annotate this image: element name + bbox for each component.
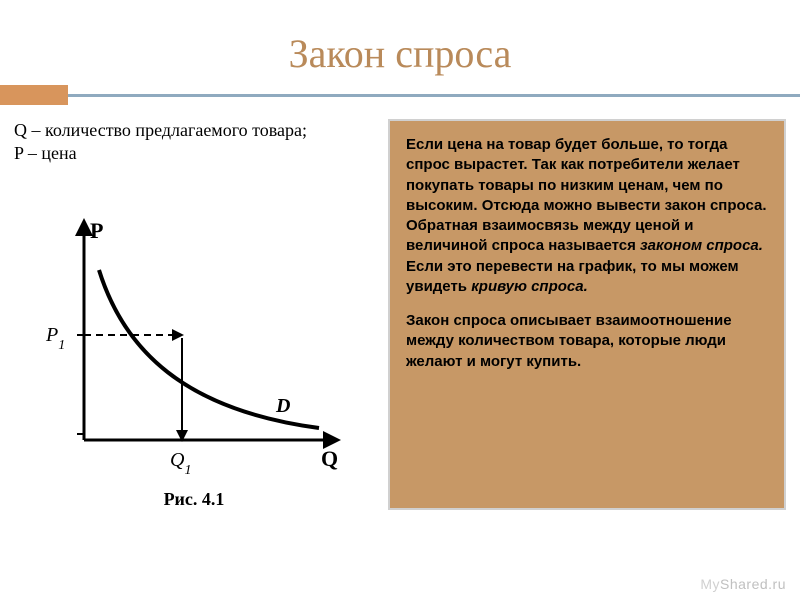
watermark-part2: Shared.ru — [720, 576, 786, 592]
para1-italic-1: законом спроса. — [640, 237, 763, 254]
title-area: Закон спроса — [0, 0, 800, 85]
explanation-para-1: Если цена на товар будет больше, то тогд… — [406, 135, 768, 297]
svg-text:P1: P1 — [45, 324, 65, 353]
svg-text:Q1: Q1 — [170, 449, 191, 478]
svg-text:P: P — [90, 218, 103, 243]
left-column: Q – количество предлагаемого товара; P –… — [14, 119, 374, 510]
divider-line — [68, 94, 800, 97]
definition-q: Q – количество предлагаемого товара; — [14, 119, 374, 142]
explanation-para-2: Закон спроса описывает взаимоотношение м… — [406, 311, 768, 372]
svg-text:D: D — [275, 395, 290, 417]
watermark: MyShared.ru — [700, 576, 786, 592]
divider-bar — [0, 85, 800, 105]
para1-text-a: Если цена на товар будет больше, то тогд… — [406, 136, 767, 214]
chart-caption: Рис. 4.1 — [14, 489, 374, 510]
explanation-textbox: Если цена на товар будет больше, то тогд… — [388, 119, 786, 510]
svg-text:Q: Q — [321, 446, 338, 471]
accent-block — [0, 85, 68, 105]
demand-chart: P Q D P1 Q1 Рис. 4.1 — [14, 170, 374, 510]
watermark-part1: My — [700, 576, 720, 592]
content-area: Q – количество предлагаемого товара; P –… — [0, 119, 800, 510]
definitions: Q – количество предлагаемого товара; P –… — [14, 119, 374, 166]
page-title: Закон спроса — [0, 30, 800, 77]
para1-italic-2: кривую спроса. — [471, 278, 588, 295]
definition-p: P – цена — [14, 142, 374, 165]
chart-svg: P Q D P1 Q1 — [34, 170, 354, 480]
